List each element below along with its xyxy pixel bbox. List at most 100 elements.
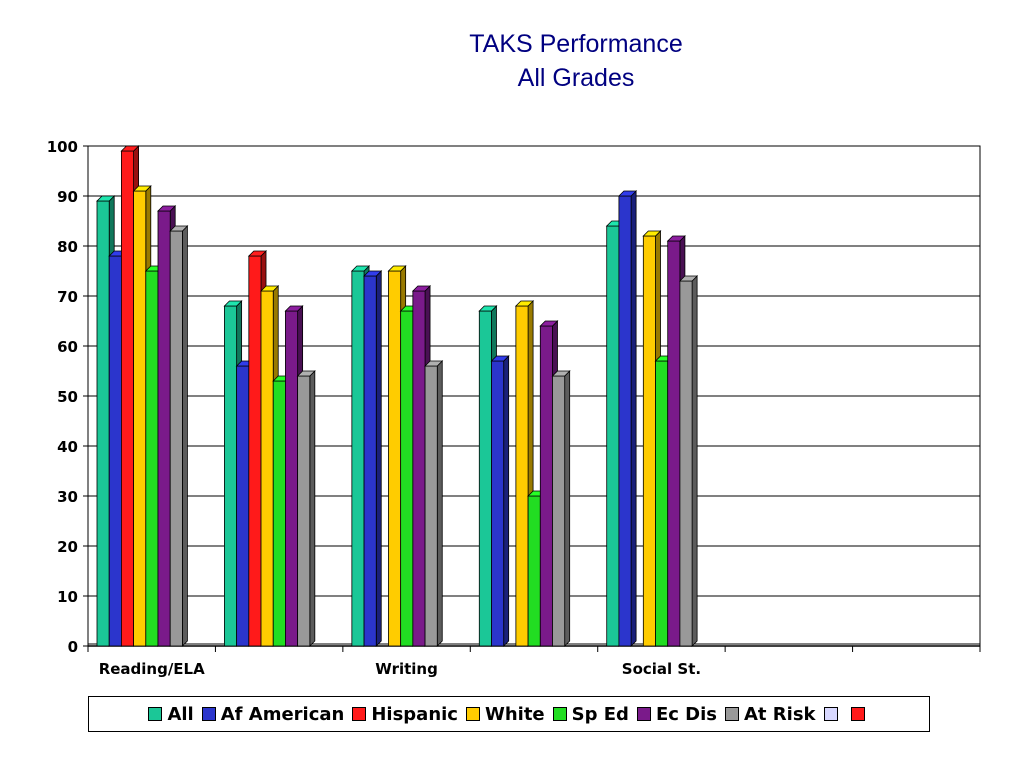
bar-top: [551, 370, 571, 377]
bar: [400, 310, 414, 647]
bar: [145, 270, 159, 647]
bar-top: [642, 230, 662, 237]
legend-item: Sp Ed: [552, 703, 629, 725]
bar: [169, 230, 183, 647]
legend-swatch: [201, 707, 216, 721]
bar-side: [503, 355, 510, 647]
bar-top: [387, 265, 407, 272]
bar-top: [666, 235, 686, 242]
bar: [157, 210, 171, 647]
bar-top: [678, 275, 699, 282]
bar: [539, 325, 553, 647]
bar: [260, 290, 274, 647]
x-tick-label: Reading/ELA: [99, 660, 205, 678]
bar: [224, 305, 238, 647]
bar-top: [296, 370, 316, 377]
bar-top: [350, 265, 371, 272]
bar-top: [363, 270, 383, 277]
bar: [363, 275, 377, 647]
bar: [272, 380, 286, 647]
bar: [552, 375, 566, 647]
bar-top: [514, 300, 535, 307]
bar-top: [169, 225, 189, 232]
legend-item: [823, 707, 843, 721]
y-tick-label: 40: [57, 438, 78, 456]
chart-title-line-2: All Grades: [517, 64, 635, 92]
legend-label: At Risk: [744, 703, 816, 725]
bar-side: [564, 370, 571, 647]
legend-swatch: [636, 707, 651, 721]
bar: [96, 200, 110, 647]
legend-swatch: [850, 707, 865, 721]
y-tick-label: 100: [47, 138, 78, 156]
bar: [424, 365, 438, 647]
x-tick-label: Social St.: [622, 660, 701, 678]
legend-item: Ec Dis: [636, 703, 717, 725]
bar-side: [630, 190, 637, 647]
legend-swatch: [352, 707, 367, 721]
bar: [285, 310, 299, 647]
legend-label: Ec Dis: [655, 703, 717, 725]
bar: [236, 365, 250, 647]
bar: [679, 280, 693, 647]
bar: [642, 235, 656, 647]
legend-swatch: [823, 707, 838, 721]
bar-top: [490, 355, 510, 362]
bar-side: [309, 370, 316, 647]
legend-swatch: [552, 707, 567, 721]
bar-top: [157, 205, 177, 212]
y-tick-label: 60: [57, 338, 78, 356]
legend-label: Af American: [220, 703, 345, 725]
bar-chart: 0 10 20 30 40 50 60 70 80 90 100 Reading/ELA Writing…: [47, 138, 981, 678]
x-tick-label: Writing: [375, 660, 438, 678]
legend-item: Hispanic: [352, 704, 458, 725]
y-tick-label: 70: [57, 288, 78, 306]
bar-top: [411, 285, 432, 292]
y-tick-label: 10: [57, 588, 78, 606]
legend-label: Hispanic: [371, 703, 458, 725]
bar-top: [120, 145, 140, 152]
bar: [606, 225, 620, 647]
bar: [478, 310, 492, 647]
y-tick-label: 30: [57, 488, 78, 506]
legend-label: All: [167, 703, 194, 725]
bar-top: [260, 285, 280, 292]
bar: [527, 495, 541, 647]
legend-swatch: [725, 707, 739, 721]
y-tick-label: 80: [57, 238, 78, 256]
bar: [655, 360, 669, 647]
bar-top: [284, 305, 304, 312]
bar: [108, 255, 122, 647]
y-tick-label: 50: [57, 388, 78, 406]
bar-side: [181, 225, 188, 647]
bar-top: [539, 320, 559, 327]
bar: [618, 195, 632, 647]
legend-swatch: [465, 707, 480, 721]
legend-label: White: [484, 703, 545, 725]
bar-top: [424, 360, 444, 367]
bar-side: [691, 275, 698, 647]
y-tick-label: 0: [68, 638, 78, 656]
legend-item: White: [465, 703, 545, 725]
bar: [248, 255, 262, 647]
y-tick-label: 20: [57, 538, 78, 556]
bar-top: [247, 250, 267, 257]
legend-label: Sp Ed: [571, 703, 629, 725]
bar-top: [478, 305, 498, 312]
bar-side: [436, 360, 443, 647]
legend-item: All: [148, 703, 194, 725]
chart-title-line-1: TAKS Performance: [469, 30, 683, 58]
bar: [121, 150, 135, 647]
legend-item: [850, 707, 870, 721]
bar-top: [132, 185, 152, 192]
legend-item: Af American: [201, 703, 345, 725]
bar-top: [223, 300, 243, 307]
bar: [388, 270, 402, 647]
bar: [667, 240, 681, 647]
legend-item: At Risk: [725, 704, 816, 725]
bar-side: [375, 270, 382, 647]
chart-legend: All Af American Hispanic White Sp Ed Ec Dis At…: [88, 696, 930, 732]
y-tick-label: 90: [57, 188, 78, 206]
bar: [515, 305, 529, 647]
bar: [412, 290, 426, 647]
